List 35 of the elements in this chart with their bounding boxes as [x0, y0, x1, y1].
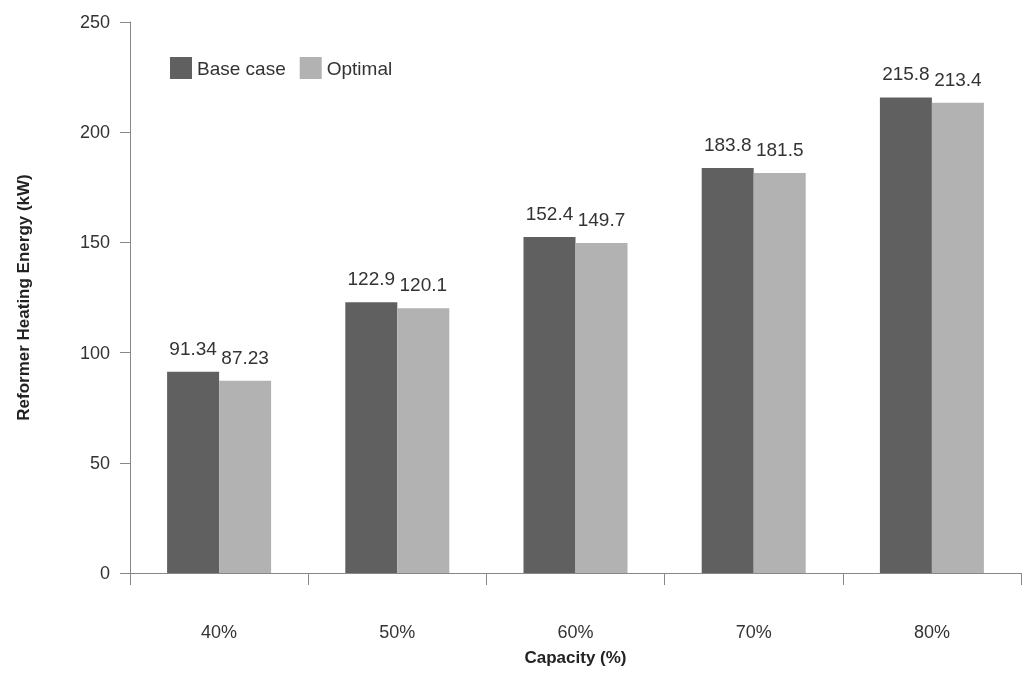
data-label: 215.8	[882, 63, 930, 85]
data-label: 213.4	[934, 68, 983, 90]
y-tick-label: 0	[99, 563, 110, 583]
y-tick-label: 150	[79, 232, 110, 253]
data-label: 181.5	[755, 138, 804, 160]
y-tick-label: 50	[89, 452, 110, 473]
data-label: 149.7	[577, 209, 626, 231]
bar	[753, 172, 806, 573]
bar	[931, 102, 984, 573]
data-label: 87.23	[221, 346, 269, 368]
x-tick-label: 70%	[735, 622, 772, 642]
x-tick-label: 80%	[913, 622, 950, 642]
bar	[345, 302, 398, 573]
data-label: 152.4	[525, 203, 574, 225]
x-tick-label: 40%	[201, 622, 238, 642]
x-axis-title: Capacity (%)	[524, 648, 627, 667]
bar	[167, 371, 220, 573]
data-label: 120.1	[399, 274, 448, 296]
bar	[575, 243, 628, 573]
y-tick-label: 200	[79, 122, 110, 143]
y-tick-label: 250	[79, 12, 110, 32]
data-label: 122.9	[347, 268, 396, 290]
data-label: 91.34	[169, 337, 218, 359]
data-label: 183.8	[703, 133, 752, 155]
x-tick-label: 50%	[379, 622, 416, 642]
bar	[523, 237, 576, 573]
bar	[219, 380, 272, 573]
bar	[879, 97, 932, 573]
y-axis-title: Reformer Heating Energy (kW)	[14, 174, 33, 421]
legend-label: Optimal	[326, 57, 393, 79]
legend-label: Base case	[197, 57, 286, 79]
x-tick-label: 60%	[557, 622, 594, 642]
y-tick-label: 100	[79, 342, 110, 363]
bar	[701, 167, 754, 573]
bar	[397, 308, 450, 573]
